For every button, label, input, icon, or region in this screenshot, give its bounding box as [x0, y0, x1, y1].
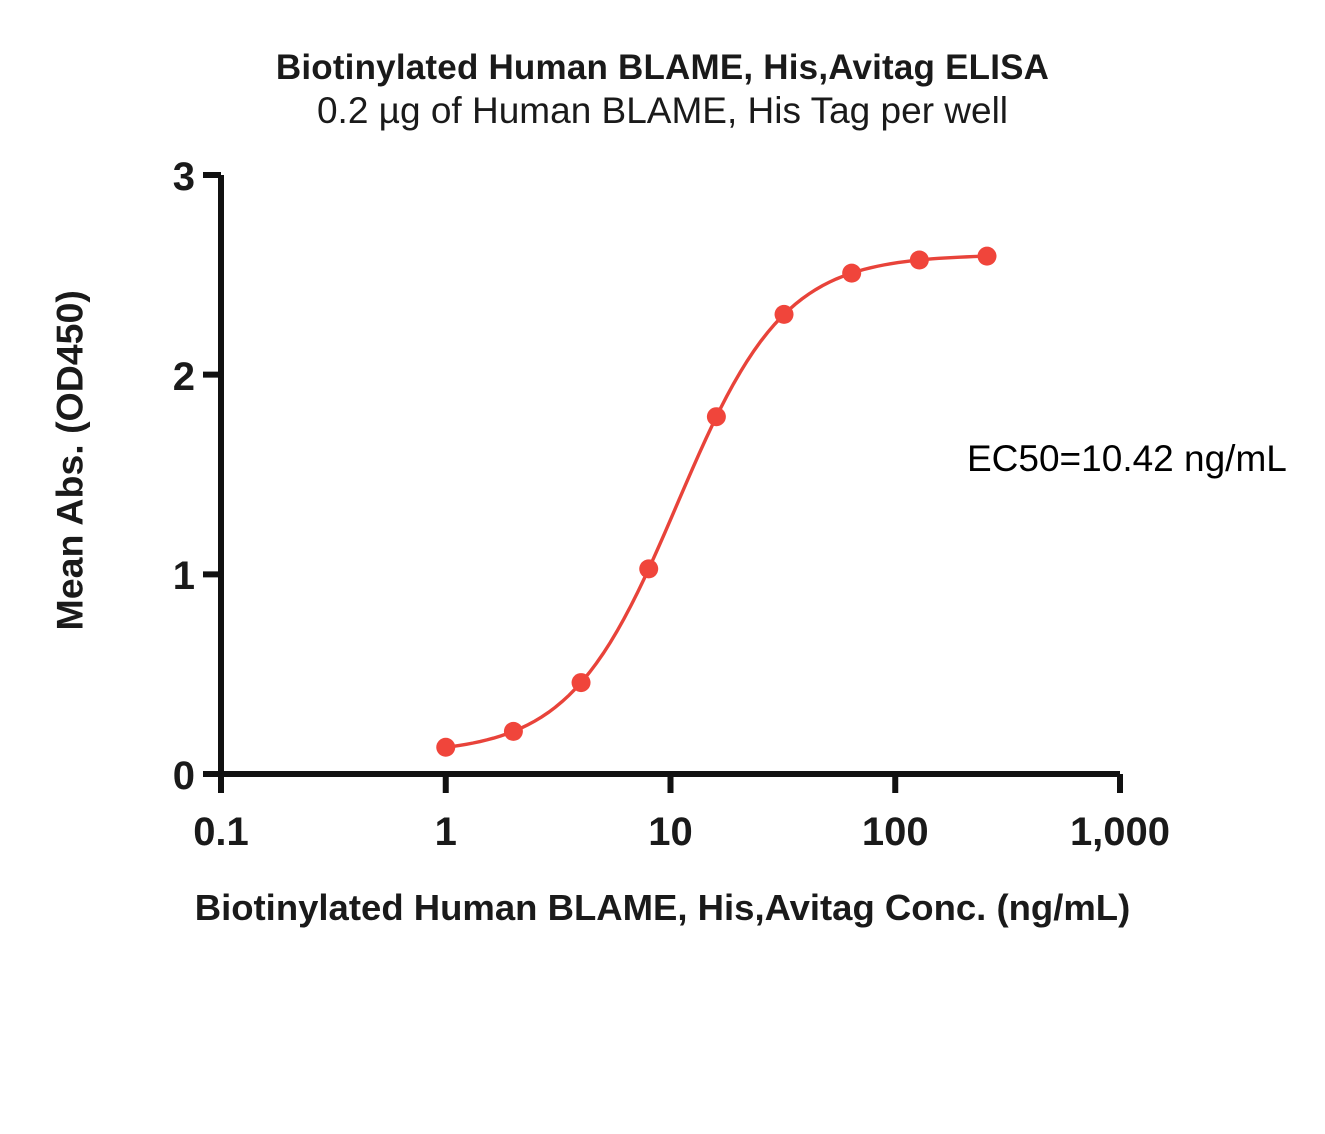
- svg-text:1,000: 1,000: [1070, 810, 1170, 854]
- svg-text:1: 1: [173, 554, 195, 598]
- svg-text:2: 2: [173, 355, 195, 399]
- svg-text:3: 3: [173, 155, 195, 199]
- svg-text:10: 10: [648, 810, 693, 854]
- svg-text:0.1: 0.1: [193, 810, 249, 854]
- svg-text:1: 1: [435, 810, 457, 854]
- svg-text:100: 100: [862, 810, 929, 854]
- svg-text:0: 0: [173, 754, 195, 798]
